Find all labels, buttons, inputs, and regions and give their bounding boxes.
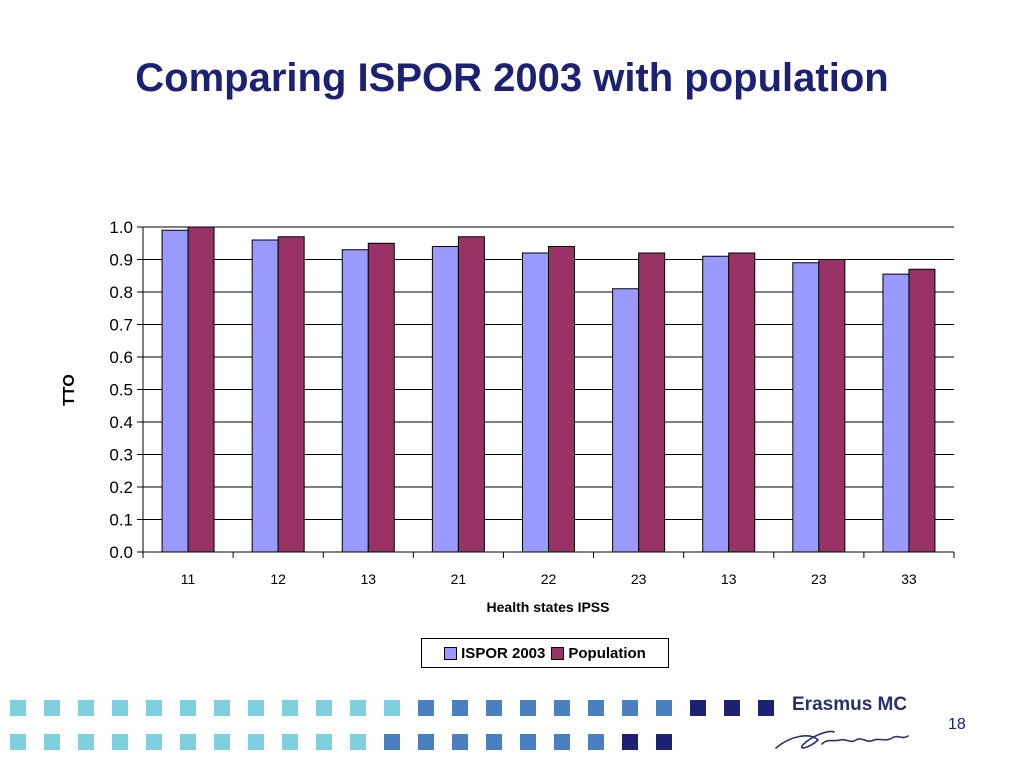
footer-square <box>554 700 570 716</box>
footer-square <box>78 700 94 716</box>
footer-square <box>282 700 298 716</box>
y-tick-label: 1.0 <box>109 218 133 237</box>
footer-square <box>384 700 400 716</box>
bar-chart: 0.0 0.1 0.2 0.3 0.4 0.5 0.6 0.7 0.8 0.9 1.0 11 12 13 2… <box>61 218 955 615</box>
y-tick-label: 0.8 <box>109 283 133 302</box>
y-tick-label: 0.2 <box>109 478 133 497</box>
footer-square <box>554 734 570 750</box>
legend-label-population: Population <box>568 644 646 662</box>
x-tick-label: 21 <box>451 571 467 587</box>
bar-ispor <box>792 262 820 553</box>
footer-square <box>452 700 468 716</box>
bar-population <box>908 268 936 553</box>
bar-population <box>187 226 215 553</box>
bar-population <box>728 252 756 553</box>
footer-square <box>724 700 740 716</box>
bar-ispor <box>251 239 279 553</box>
y-tick-label: 0.4 <box>109 413 133 432</box>
bar-ispor <box>612 288 640 553</box>
slide-title: Comparing ISPOR 2003 with population <box>135 56 889 100</box>
bar-population <box>548 246 575 553</box>
footer-square <box>146 734 162 750</box>
legend-swatch-population <box>551 646 565 660</box>
footer-square <box>520 734 536 750</box>
x-tick-label: 11 <box>181 571 196 587</box>
footer-square <box>316 734 332 750</box>
footer-square <box>384 734 400 750</box>
footer-square <box>486 700 502 716</box>
bar-population <box>638 252 666 553</box>
footer-square <box>588 734 604 750</box>
footer-square <box>10 700 26 716</box>
bar-ispor <box>161 229 189 553</box>
bar-ispor <box>431 246 459 553</box>
y-tick-label: 0.6 <box>109 348 133 367</box>
bar-population <box>818 259 846 553</box>
x-axis-label: Health states IPSS <box>487 599 610 615</box>
erasmus-mc-logo: Erasmus MC <box>792 694 908 715</box>
y-axis-label: TTO <box>61 374 78 406</box>
footer-square <box>180 734 196 750</box>
erasmus-signature-logo <box>775 730 909 749</box>
y-tick-label: 0.7 <box>109 316 133 335</box>
legend-swatch-ispor <box>444 646 458 660</box>
y-tick-label: 0.5 <box>109 381 133 400</box>
footer-square <box>180 700 196 716</box>
legend-label-ispor: ISPOR 2003 <box>461 644 546 662</box>
footer-square <box>350 734 366 750</box>
footer-square <box>78 734 94 750</box>
footer-square <box>588 700 604 716</box>
footer-square <box>622 700 638 716</box>
footer-square <box>316 700 332 716</box>
footer-square <box>112 734 128 750</box>
footer-square <box>452 734 468 750</box>
footer-square <box>146 700 162 716</box>
bar-population <box>277 236 305 553</box>
x-tick-label: 12 <box>270 571 286 587</box>
y-tick-label: 0.0 <box>109 543 133 562</box>
x-tick-label: 23 <box>631 571 647 587</box>
footer-square <box>520 700 536 716</box>
footer-square <box>758 700 774 716</box>
bar-ispor <box>341 249 369 553</box>
y-tick-label: 0.1 <box>109 511 133 530</box>
footer-square <box>418 700 434 716</box>
axes: 0.0 0.1 0.2 0.3 0.4 0.5 0.6 0.7 0.8 0.9 1.0 11 12 13 2… <box>109 218 955 587</box>
footer-square <box>656 700 672 716</box>
footer-decoration <box>0 690 1024 768</box>
footer-square <box>248 734 264 750</box>
footer-square <box>214 700 230 716</box>
x-tick-label: 13 <box>360 571 376 587</box>
footer-square <box>112 700 128 716</box>
page-number: 18 <box>948 716 966 733</box>
footer-square <box>248 700 264 716</box>
chart-legend: ISPOR 2003 Population <box>421 638 669 668</box>
legend-item-ispor: ISPOR 2003 <box>444 645 545 662</box>
footer-square <box>350 700 366 716</box>
bar-ispor <box>702 255 730 553</box>
y-tick-label: 0.3 <box>109 446 133 465</box>
footer-square <box>418 734 434 750</box>
x-tick-label: 23 <box>811 571 827 587</box>
bars <box>161 226 936 553</box>
footer-square <box>10 734 26 750</box>
legend-item-population: Population <box>551 645 646 662</box>
footer-square <box>690 700 706 716</box>
x-tick-label: 33 <box>901 571 917 587</box>
bar-ispor <box>882 273 910 553</box>
bar-population <box>367 242 395 553</box>
footer-square <box>282 734 298 750</box>
footer-square <box>44 734 60 750</box>
footer-square <box>656 734 672 750</box>
x-tick-label: 13 <box>721 571 737 587</box>
footer-square <box>486 734 502 750</box>
footer-square <box>214 734 230 750</box>
y-tick-label: 0.9 <box>109 251 133 270</box>
footer-square <box>622 734 638 750</box>
footer-square <box>44 700 60 716</box>
bar-ispor <box>522 252 549 553</box>
x-tick-label: 22 <box>541 571 557 587</box>
bar-population <box>457 236 485 553</box>
